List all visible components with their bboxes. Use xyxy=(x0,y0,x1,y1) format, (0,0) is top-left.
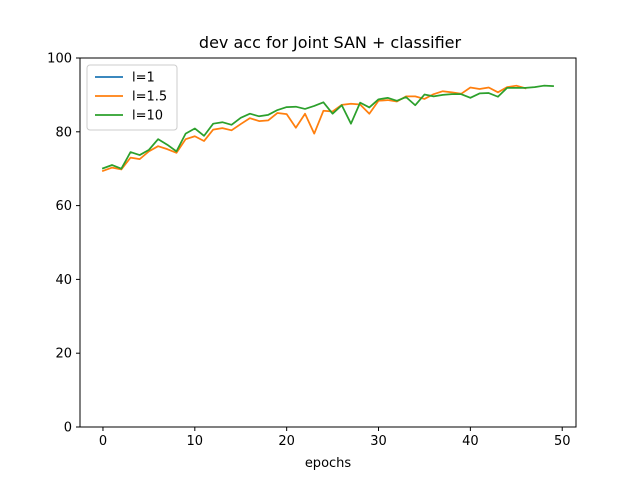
legend-box xyxy=(86,64,178,131)
x-axis: 0 10 20 30 40 50 xyxy=(99,427,571,449)
x-tick-label: 30 xyxy=(370,434,387,449)
y-tick-label: 0 xyxy=(64,421,72,436)
chart-title: dev acc for Joint SAN + classifier xyxy=(199,33,462,52)
legend: l=1 l=1.5 l=10 xyxy=(86,64,178,131)
plot-frame xyxy=(79,57,577,428)
legend-label: l=1 xyxy=(132,71,155,86)
plot-area xyxy=(79,57,577,428)
y-tick-label: 40 xyxy=(55,273,72,288)
series-layer xyxy=(101,84,554,173)
legend-label: l=10 xyxy=(132,109,163,124)
y-tick-label: 100 xyxy=(47,52,72,67)
x-tick-label: 50 xyxy=(554,434,571,449)
series-line-3 xyxy=(101,84,554,170)
x-axis-label: epochs xyxy=(305,456,352,471)
y-tick-label: 60 xyxy=(55,199,72,214)
x-tick-label: 40 xyxy=(462,434,479,449)
x-tick-label: 20 xyxy=(278,434,295,449)
x-tick-label: 0 xyxy=(99,434,107,449)
y-tick-label: 80 xyxy=(55,125,72,140)
x-tick-label: 10 xyxy=(187,434,204,449)
y-axis: 0 20 40 60 80 100 xyxy=(47,52,80,436)
legend-label: l=1.5 xyxy=(132,90,167,105)
y-tick-label: 20 xyxy=(55,347,72,362)
series-line-2 xyxy=(101,84,527,173)
